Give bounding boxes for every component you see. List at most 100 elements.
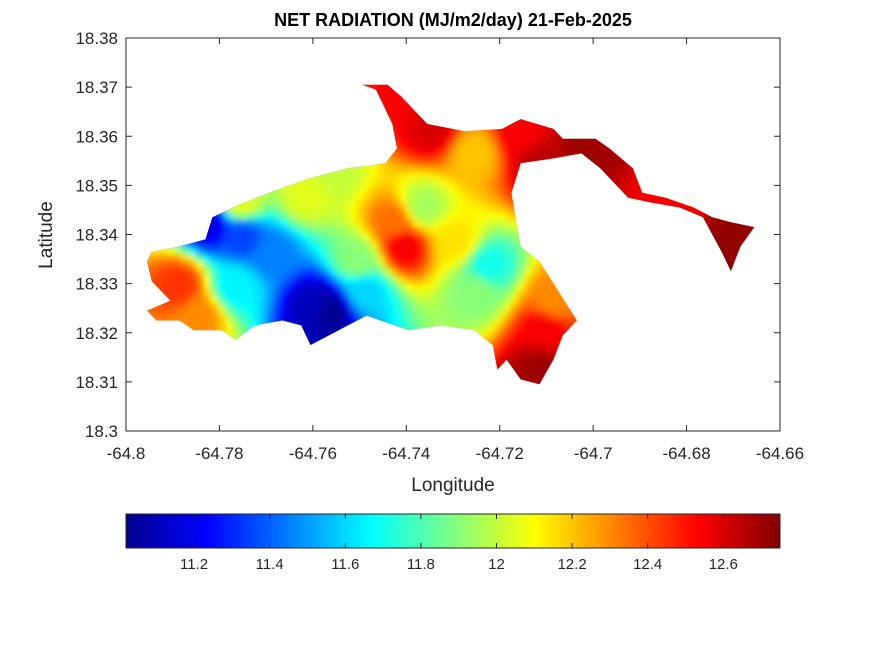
- heat-cell: [602, 157, 610, 165]
- heat-cell: [455, 255, 463, 263]
- heat-cell: [273, 241, 281, 249]
- heat-cell: [497, 192, 505, 200]
- heat-cell: [399, 108, 407, 116]
- heat-cell: [504, 304, 512, 312]
- heat-cell: [385, 290, 393, 298]
- heat-cell: [490, 269, 498, 277]
- heat-cell: [399, 192, 407, 200]
- heat-cell: [539, 150, 547, 158]
- heat-cell: [406, 150, 414, 158]
- heat-cell: [371, 255, 379, 263]
- heat-cell: [329, 325, 337, 333]
- heat-cell: [413, 269, 421, 277]
- heat-cell: [371, 220, 379, 228]
- heat-cell: [406, 192, 414, 200]
- heat-cell: [175, 262, 183, 270]
- heat-cell: [182, 276, 190, 284]
- heat-cell: [441, 136, 449, 144]
- heat-cell: [259, 206, 267, 214]
- heat-cell: [392, 227, 400, 235]
- heat-cell: [490, 143, 498, 151]
- heat-cell: [378, 262, 386, 270]
- heat-cell: [287, 276, 295, 284]
- heat-cell: [497, 206, 505, 214]
- heat-cell: [553, 325, 561, 333]
- heat-cell: [350, 185, 358, 193]
- heat-cell: [154, 304, 162, 312]
- heat-cell: [231, 283, 239, 291]
- heat-cell: [259, 318, 267, 326]
- heat-cell: [315, 199, 323, 207]
- heat-cell: [350, 178, 358, 186]
- heat-cell: [308, 192, 316, 200]
- heat-cell: [525, 304, 533, 312]
- heat-cell: [350, 318, 358, 326]
- heat-cell: [196, 262, 204, 270]
- heat-cell: [511, 164, 519, 172]
- heat-cell: [462, 227, 470, 235]
- heat-cell: [336, 318, 344, 326]
- heat-cell: [518, 311, 526, 319]
- heat-cell: [203, 318, 211, 326]
- heat-cell: [672, 199, 680, 207]
- heat-cell: [574, 136, 582, 144]
- heat-cell: [455, 297, 463, 305]
- heat-cell: [392, 206, 400, 214]
- heat-cell: [231, 213, 239, 221]
- heat-cell: [259, 283, 267, 291]
- heat-cell: [301, 297, 309, 305]
- heat-cell: [329, 192, 337, 200]
- heat-cell: [434, 283, 442, 291]
- heat-cell: [504, 283, 512, 291]
- heat-cell: [448, 129, 456, 137]
- heat-cell: [294, 262, 302, 270]
- heat-cell: [504, 213, 512, 221]
- heat-cell: [441, 290, 449, 298]
- heat-cell: [490, 276, 498, 284]
- heat-cell: [462, 269, 470, 277]
- heat-cell: [455, 248, 463, 256]
- heat-cell: [581, 136, 589, 144]
- heat-cell: [357, 276, 365, 284]
- heat-cell: [364, 199, 372, 207]
- heat-cell: [336, 304, 344, 312]
- heat-cell: [476, 283, 484, 291]
- heat-cell: [364, 241, 372, 249]
- heat-cell: [497, 304, 505, 312]
- heat-cell: [420, 185, 428, 193]
- heat-cell: [497, 171, 505, 179]
- heat-cell: [315, 206, 323, 214]
- heat-cell: [413, 276, 421, 284]
- heat-cell: [469, 143, 477, 151]
- heat-cell: [224, 262, 232, 270]
- heat-cell: [420, 164, 428, 172]
- heat-cell: [357, 185, 365, 193]
- heat-cell: [455, 143, 463, 151]
- heat-cell: [399, 171, 407, 179]
- heat-cell: [455, 318, 463, 326]
- heat-cell: [399, 283, 407, 291]
- heat-cell: [483, 318, 491, 326]
- heat-cell: [210, 283, 218, 291]
- heat-cell: [497, 276, 505, 284]
- heat-cell: [511, 269, 519, 277]
- heat-cell: [392, 283, 400, 291]
- heat-cell: [420, 311, 428, 319]
- heat-cell: [224, 304, 232, 312]
- heat-cell: [287, 311, 295, 319]
- heat-cell: [406, 248, 414, 256]
- heat-cell: [469, 192, 477, 200]
- heat-cell: [280, 248, 288, 256]
- heat-cell: [742, 227, 750, 235]
- heat-cell: [385, 94, 393, 102]
- heat-cell: [518, 339, 526, 347]
- heat-cell: [266, 227, 274, 235]
- heat-cell: [175, 255, 183, 263]
- heat-cell: [224, 311, 232, 319]
- heat-cell: [518, 143, 526, 151]
- heat-cell: [357, 227, 365, 235]
- heat-cell: [504, 227, 512, 235]
- heat-cell: [371, 262, 379, 270]
- heat-cell: [189, 325, 197, 333]
- heat-cell: [490, 304, 498, 312]
